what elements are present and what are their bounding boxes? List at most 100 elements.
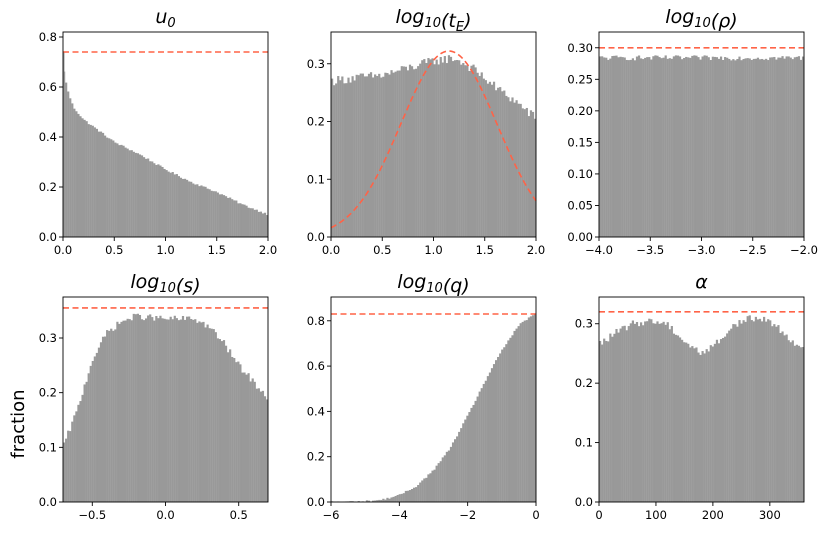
histogram-bar [527, 317, 530, 502]
histogram-bar [617, 332, 620, 502]
histogram-bar [87, 373, 90, 502]
histogram-bar [169, 316, 172, 502]
histogram-bar [251, 208, 254, 237]
histogram-bar [97, 347, 101, 502]
histogram-bar [214, 332, 217, 502]
histogram-bar [388, 74, 391, 237]
histogram-bar [81, 394, 84, 502]
histogram-bar [523, 109, 526, 237]
histogram-bar [263, 396, 267, 502]
histogram-bar [474, 67, 477, 237]
histogram-bar [394, 495, 397, 502]
histogram-bar [206, 188, 209, 237]
histogram-bar [795, 56, 798, 237]
histogram-bar [435, 59, 438, 237]
histogram-bar [738, 320, 741, 502]
histogram-bar [456, 436, 459, 502]
histogram-bar [231, 356, 234, 502]
histogram-bar [654, 323, 657, 502]
histogram-bar [85, 121, 88, 237]
histogram-bar [451, 442, 455, 502]
histogram-bar [247, 373, 250, 502]
histogram-bar [183, 319, 187, 502]
histogram-bar [247, 207, 250, 237]
histogram-bar [167, 319, 170, 502]
histogram-bar [161, 318, 164, 502]
histogram-bar [476, 72, 479, 237]
histogram-bar [728, 58, 731, 237]
histogram-bar [777, 57, 780, 237]
histogram-bar [668, 58, 671, 237]
histogram-bar [658, 323, 661, 502]
histogram-bar [261, 390, 265, 502]
histogram-bar [122, 320, 125, 502]
histogram-bar [374, 500, 377, 502]
histogram-bar [746, 316, 749, 502]
histogram-bar [229, 197, 232, 237]
histogram-bar [666, 322, 669, 502]
histogram-bar [756, 57, 760, 237]
histogram-bar [265, 215, 269, 237]
histogram-bar [429, 473, 432, 502]
histogram-bar [668, 329, 671, 502]
histogram-bar [730, 60, 733, 237]
histogram-bar [404, 66, 407, 237]
histogram-bar [752, 321, 755, 502]
histogram-bar [490, 368, 494, 502]
histogram-bar [404, 490, 407, 502]
histogram-bar [149, 314, 152, 502]
histogram-bar [499, 87, 502, 237]
histogram-bar [662, 57, 665, 238]
histogram-bar [758, 59, 762, 237]
histogram-bar [101, 132, 105, 237]
histogram-bar [165, 170, 168, 237]
y-tick-label: 0.20 [567, 104, 593, 118]
histogram-bar [372, 77, 375, 238]
histogram-bar [466, 415, 469, 502]
histogram-bar [239, 203, 242, 237]
x-tick-label: 0.5 [230, 508, 248, 522]
histogram-bar [748, 58, 751, 238]
histogram-bar [116, 143, 119, 237]
histogram-bar [644, 57, 647, 237]
histogram-bar [253, 381, 256, 502]
histogram-bar [149, 161, 152, 237]
panel-title: log10(ρ) [665, 6, 737, 32]
histogram-bar [617, 57, 620, 238]
histogram-bar [633, 60, 637, 237]
histogram-bar [691, 55, 694, 237]
histogram-bar [427, 58, 430, 237]
histogram-bar [145, 158, 148, 237]
histogram-bar [775, 326, 778, 502]
histogram-bar [99, 342, 103, 502]
histogram-bar [742, 59, 745, 238]
histogram-bar [402, 493, 405, 502]
histogram-bar [503, 90, 506, 238]
histogram-bar [71, 103, 74, 237]
histogram-bar [472, 404, 475, 502]
panel-title: α [695, 271, 708, 293]
histogram-bar [646, 321, 649, 502]
histogram-bar [650, 319, 653, 502]
panel-title: log10(q) [397, 271, 469, 297]
histogram-bar [791, 340, 794, 502]
histogram-bar [621, 326, 624, 502]
histogram-bar [599, 340, 602, 502]
histogram-bar [689, 57, 692, 237]
histogram-bar [601, 56, 604, 238]
histogram-bar [707, 351, 710, 502]
histogram-bar [104, 135, 107, 237]
histogram-bar [705, 55, 708, 237]
histogram-bar [363, 76, 366, 237]
x-tick-label: −3.5 [636, 243, 664, 257]
histogram-bar [699, 59, 702, 238]
histogram-bar [237, 203, 240, 237]
panel-title: log10(tE) [395, 6, 471, 35]
histogram-bar [664, 324, 667, 502]
x-tick-label: 1.5 [476, 243, 494, 257]
histogram-bar [499, 353, 502, 502]
histogram-bar [791, 59, 794, 237]
histogram-bar [689, 347, 692, 502]
histogram-bar [97, 131, 101, 237]
histogram-bar [627, 60, 630, 238]
